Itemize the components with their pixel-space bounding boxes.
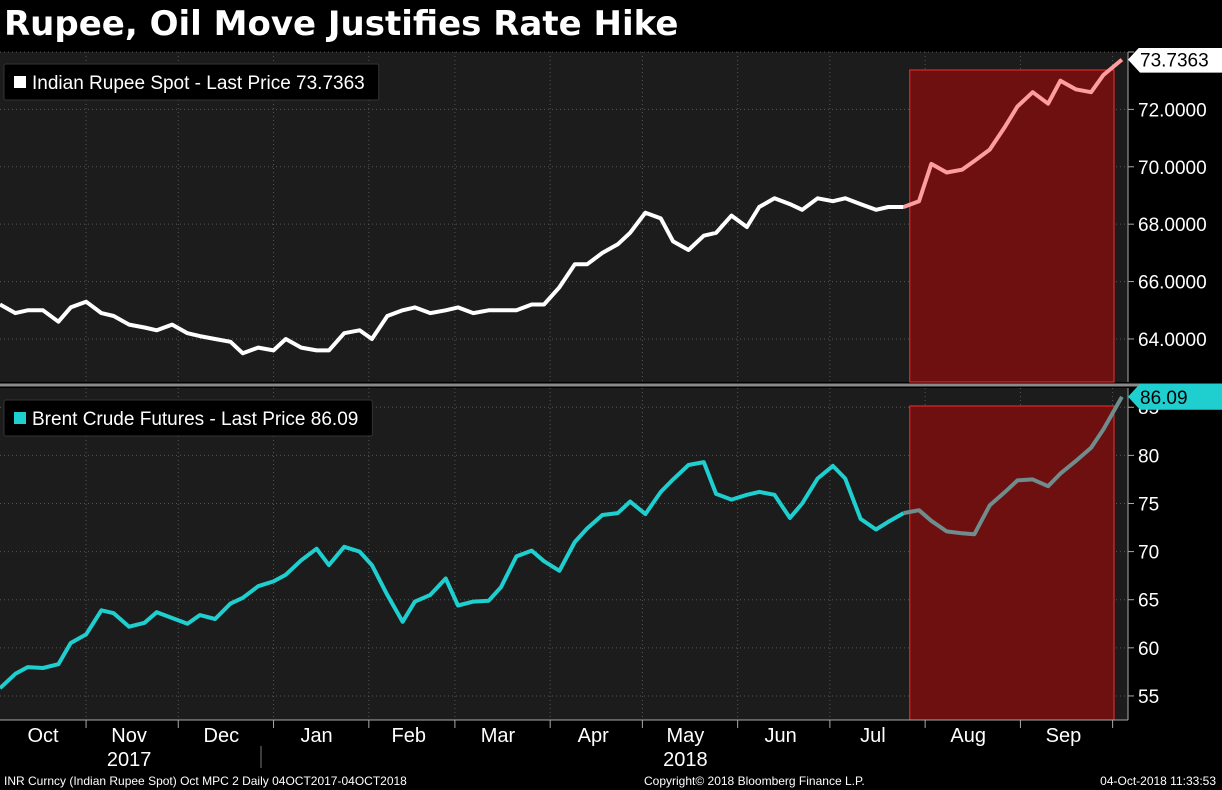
x-year-label-2018: 2018 <box>663 749 708 771</box>
footer: INR Curncy (Indian Rupee Spot) Oct MPC 2… <box>0 772 1222 790</box>
panel-2-last-value-text: 86.09 <box>1140 388 1188 409</box>
x-tick-label-mar: Mar <box>481 725 516 747</box>
panel-1-y-tick-label: 68.0000 <box>1138 215 1207 236</box>
x-tick-label-aug: Aug <box>950 725 986 747</box>
footer-copyright: Copyright© 2018 Bloomberg Finance L.P. <box>644 774 865 788</box>
panel-2-legend: Brent Crude Futures - Last Price 86.09 <box>3 399 373 437</box>
panel-1-last-value-text: 73.7363 <box>1140 51 1209 72</box>
footer-timestamp: 04-Oct-2018 11:33:53 <box>1100 774 1216 788</box>
x-year-label-2017: 2017 <box>107 749 152 771</box>
chart-title: Rupee, Oil Move Justifies Rate Hike <box>4 4 679 44</box>
panel-1-legend-box <box>3 63 380 101</box>
panel-2-series-line-highlighted <box>903 395 1124 537</box>
panel-2-last-value-marker <box>1128 383 1222 410</box>
panel-2-y-tick-label: 75 <box>1138 494 1159 515</box>
panel-1-series-line <box>0 196 904 356</box>
panel-1-y-tick-label: 70.0000 <box>1138 158 1207 179</box>
x-tick-label-sep: Sep <box>1046 725 1082 747</box>
panel-2-y-tick-label: 80 <box>1138 446 1159 467</box>
panel-1-legend-label: Indian Rupee Spot - Last Price 73.7363 <box>32 73 365 94</box>
x-tick-label-jul: Jul <box>860 725 886 747</box>
panel-2-legend-label: Brent Crude Futures - Last Price 86.09 <box>32 409 358 430</box>
x-tick-label-jan: Jan <box>300 725 332 747</box>
panel-1-y-tick-label: 66.0000 <box>1138 273 1207 294</box>
x-tick-label-apr: Apr <box>578 725 609 747</box>
footer-source: INR Curncy (Indian Rupee Spot) Oct MPC 2… <box>4 774 407 788</box>
panel-2-last-value-tag: 86.09 <box>1128 383 1222 410</box>
x-tick-label-may: May <box>667 725 705 747</box>
panel-2-legend-box <box>3 399 373 437</box>
x-tick-label-jun: Jun <box>765 725 797 747</box>
panel-1-legend: Indian Rupee Spot - Last Price 73.7363 <box>3 63 380 101</box>
panel-2-y-tick-label: 60 <box>1138 639 1159 660</box>
panel-1-last-value-marker <box>1128 48 1222 73</box>
chart-canvas: Oct Nov Dec Jan Feb Mar Apr May Jun Jul Aug Sep 2017… <box>0 48 1222 772</box>
panel-1-y-tick-label: 72.0000 <box>1138 100 1207 121</box>
panel-1-series-line-highlighted <box>902 58 1124 209</box>
panel-1-y-tick-label: 64.0000 <box>1138 330 1207 351</box>
panel-2-legend-swatch <box>14 412 26 424</box>
panel-2-series-line <box>0 460 905 690</box>
x-tick-label-nov: Nov <box>111 725 147 747</box>
panel-2-y-tick-label: 65 <box>1138 591 1159 612</box>
x-tick-label-oct: Oct <box>27 725 59 747</box>
x-tick-label-feb: Feb <box>392 725 426 747</box>
panel-2-y-tick-label: 70 <box>1138 543 1159 564</box>
panel-2-y-tick-label: 55 <box>1138 687 1159 708</box>
panel-1-highlight-region <box>909 69 1115 383</box>
title-bar: Rupee, Oil Move Justifies Rate Hike <box>0 0 1222 48</box>
panel-1-legend-swatch <box>14 76 26 88</box>
x-tick-label-dec: Dec <box>204 725 240 747</box>
panel-1-last-value-tag: 73.7363 <box>1128 48 1222 73</box>
